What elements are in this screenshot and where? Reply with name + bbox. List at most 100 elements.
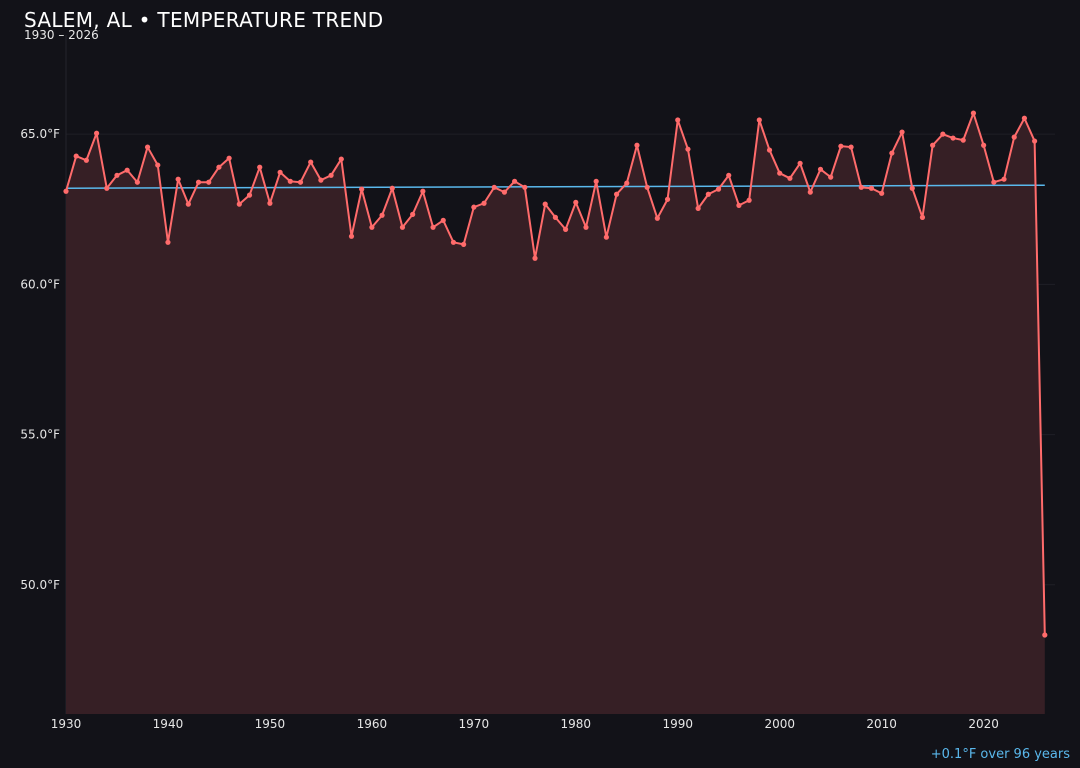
data-point (736, 202, 742, 208)
data-point (746, 197, 752, 203)
data-point (797, 160, 803, 166)
data-point (450, 239, 457, 245)
data-point (685, 146, 691, 152)
data-point (848, 144, 854, 150)
data-point (501, 189, 508, 195)
data-point (838, 143, 844, 149)
data-point (562, 226, 569, 232)
data-point (369, 224, 375, 230)
data-point (726, 172, 732, 178)
data-point (981, 142, 987, 148)
data-point (287, 178, 293, 184)
data-point (308, 159, 314, 165)
data-point (246, 192, 253, 198)
data-point (828, 174, 834, 180)
data-point (970, 110, 977, 116)
x-tick-label: 1990 (662, 717, 693, 731)
data-point (226, 155, 232, 161)
x-tick-label: 2010 (866, 717, 897, 731)
data-point (491, 184, 497, 190)
y-tick-label: 60.0°F (20, 277, 60, 291)
trend-line (65, 184, 1045, 189)
data-point (960, 137, 966, 143)
data-point (777, 170, 783, 176)
data-point (206, 179, 212, 185)
data-point (216, 164, 222, 170)
data-point (195, 179, 202, 185)
data-point (1021, 115, 1028, 121)
data-point (868, 185, 875, 191)
data-point (715, 186, 722, 192)
data-point (603, 234, 609, 240)
x-tick-label: 2020 (968, 717, 999, 731)
data-point (379, 212, 385, 218)
data-point (756, 117, 762, 123)
data-point (359, 186, 365, 192)
data-point (552, 214, 559, 220)
data-point (63, 188, 69, 194)
data-point (512, 178, 518, 184)
data-point (165, 239, 171, 245)
data-point (1042, 632, 1048, 638)
chart-subtitle: 1930 – 2026 (24, 28, 99, 42)
data-point (858, 184, 864, 190)
data-point (420, 188, 426, 194)
data-point (644, 184, 650, 190)
data-point (73, 153, 79, 159)
data-point (399, 224, 406, 230)
data-point (318, 177, 324, 183)
y-tick-label: 55.0°F (20, 428, 60, 442)
data-point (573, 199, 579, 205)
data-point (634, 142, 640, 148)
x-tick-label: 1940 (153, 717, 184, 731)
data-point (134, 179, 140, 185)
data-point (471, 204, 477, 210)
data-point (267, 200, 273, 206)
data-point (104, 185, 110, 191)
data-point (328, 172, 334, 178)
data-point (1011, 134, 1017, 140)
data-point (817, 166, 824, 172)
data-point (879, 190, 885, 196)
data-point (532, 255, 538, 261)
data-point (1032, 138, 1038, 144)
data-point (297, 179, 304, 185)
data-point (144, 144, 151, 150)
data-point (664, 196, 671, 202)
data-point (542, 201, 548, 207)
data-point (1001, 176, 1007, 182)
data-point (440, 217, 446, 223)
data-point (919, 214, 926, 220)
data-point (83, 157, 89, 163)
data-point (93, 130, 100, 136)
data-point (124, 167, 130, 173)
data-point (899, 129, 905, 135)
data-point (787, 175, 793, 181)
data-point (114, 172, 120, 178)
data-point (950, 135, 956, 141)
data-point (338, 156, 344, 162)
data-point (613, 191, 620, 197)
x-tick-label: 1980 (561, 717, 592, 731)
data-point (410, 211, 416, 217)
data-point (675, 117, 681, 123)
data-point (185, 201, 191, 207)
data-point (583, 224, 589, 230)
data-point (991, 179, 997, 185)
y-tick-label: 65.0°F (20, 127, 60, 141)
area-fill (66, 113, 1045, 714)
x-tick-label: 1970 (459, 717, 490, 731)
data-point (654, 215, 660, 221)
data-point (930, 142, 936, 148)
data-point (236, 201, 242, 207)
x-tick-label: 1950 (255, 717, 286, 731)
x-tick-label: 1930 (51, 717, 82, 731)
data-point (430, 224, 436, 230)
data-point (348, 233, 355, 239)
data-point (593, 178, 599, 184)
data-point (461, 241, 467, 248)
data-point (481, 200, 487, 206)
data-point (175, 176, 181, 182)
data-point (909, 185, 915, 191)
